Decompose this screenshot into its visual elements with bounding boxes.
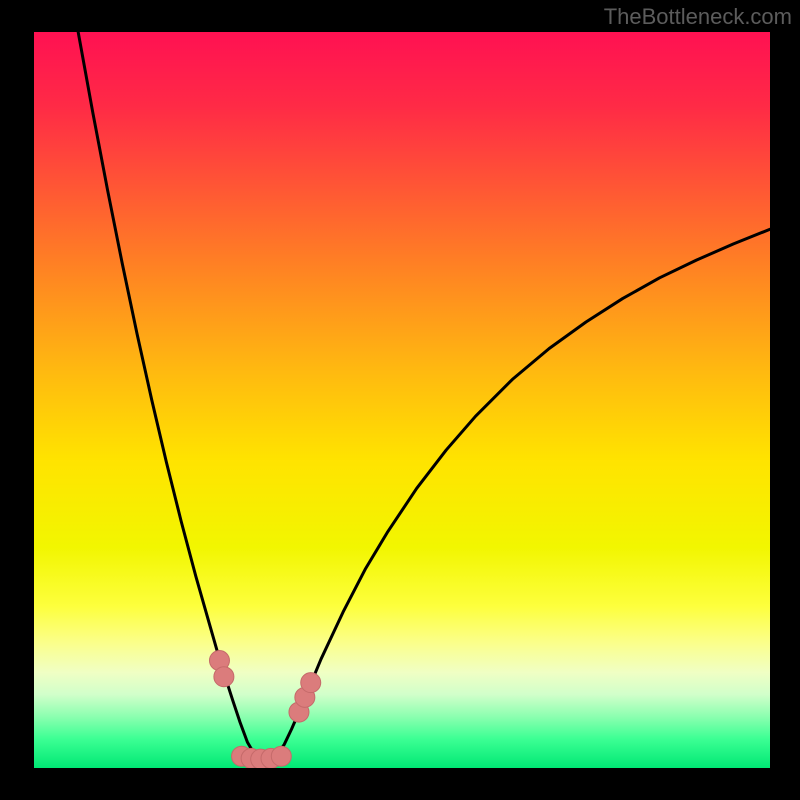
curve-svg [34, 32, 770, 768]
data-marker [301, 673, 321, 693]
chart-container: TheBottleneck.com [0, 0, 800, 800]
plot-area [34, 32, 770, 768]
watermark-text: TheBottleneck.com [604, 4, 792, 30]
data-marker [271, 746, 291, 766]
data-marker [214, 667, 234, 687]
bottleneck-curve [78, 32, 770, 759]
